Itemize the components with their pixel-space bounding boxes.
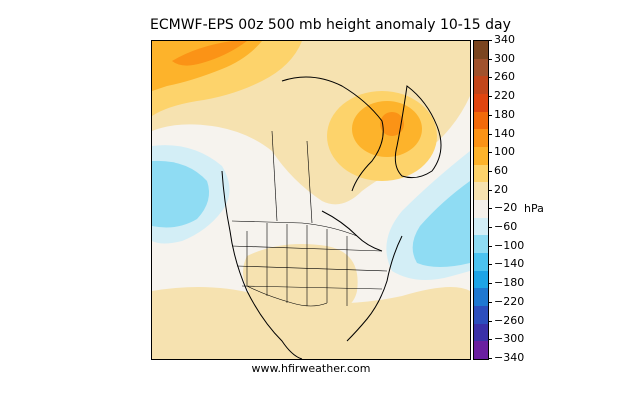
colorbar-tick bbox=[488, 96, 492, 98]
colorbar-tick-label: 100 bbox=[494, 145, 515, 159]
colorbar-tick bbox=[488, 58, 492, 60]
colorbar-tick bbox=[488, 152, 492, 154]
colorbar-tick bbox=[488, 358, 492, 359]
colorbar-tick bbox=[488, 245, 492, 247]
colorbar-segment bbox=[474, 76, 488, 95]
colorbar-segment bbox=[474, 129, 488, 148]
political-borders bbox=[231, 130, 388, 307]
colorbar-segment bbox=[474, 217, 488, 236]
source-credit: www.hfirweather.com bbox=[251, 362, 371, 375]
colorbar-tick-label: −220 bbox=[494, 294, 525, 308]
colorbar-tick bbox=[488, 320, 492, 322]
southern-positive-band bbox=[152, 287, 470, 359]
colorbar-segment bbox=[474, 253, 488, 271]
colorbar-tick bbox=[488, 339, 492, 341]
colorbar-tick bbox=[488, 40, 492, 41]
colorbar-segment bbox=[474, 235, 488, 254]
colorbar-tick bbox=[488, 133, 492, 135]
colorbar-tick-label: −180 bbox=[494, 276, 525, 290]
colorbar-unit-label: hPa bbox=[524, 202, 544, 215]
anomaly-map-canvas bbox=[152, 41, 470, 359]
plains-ridge-shading bbox=[243, 243, 358, 314]
atlantic-trough-60 bbox=[412, 181, 470, 267]
colorbar-tick bbox=[488, 189, 492, 191]
colorbar-tick bbox=[488, 170, 492, 172]
colorbar-segment bbox=[474, 341, 488, 360]
colorbar-tick bbox=[488, 227, 492, 229]
baffin-ridge-140 bbox=[380, 112, 404, 136]
colorbar-tick-label: −260 bbox=[494, 313, 525, 327]
colorbar-tick bbox=[488, 301, 492, 303]
colorbar-segment bbox=[474, 182, 488, 201]
colorbar-segment bbox=[474, 94, 488, 112]
colorbar-segment bbox=[474, 270, 488, 289]
anomaly-map bbox=[151, 40, 471, 360]
map-title: ECMWF-EPS 00z 500 mb height anomaly 10-1… bbox=[150, 17, 511, 33]
colorbar-tick bbox=[488, 77, 492, 79]
colorbar-tick-label: 340 bbox=[494, 33, 515, 46]
colorbar-segment bbox=[474, 288, 488, 307]
colorbar-segment bbox=[474, 164, 488, 183]
colorbar-tick-label: 60 bbox=[494, 163, 508, 177]
colorbar-tick bbox=[488, 114, 492, 116]
colorbar-tick bbox=[488, 208, 492, 210]
colorbar-tick-label: 20 bbox=[494, 182, 508, 196]
colorbar-segment bbox=[474, 147, 488, 165]
colorbar-tick bbox=[488, 264, 492, 266]
west-coast-trough-60 bbox=[152, 160, 210, 228]
colorbar-tick-label: −100 bbox=[494, 238, 525, 252]
alaska-ridge-100 bbox=[152, 41, 262, 91]
colorbar-tick-label: 260 bbox=[494, 70, 515, 84]
colorbar-tick-label: −300 bbox=[494, 332, 525, 346]
colorbar-tick-label: 180 bbox=[494, 107, 515, 121]
colorbar-tick-label: 220 bbox=[494, 89, 515, 103]
colorbar-tick-label: 300 bbox=[494, 51, 515, 65]
colorbar-segment bbox=[474, 306, 488, 324]
colorbar-tick-label: 140 bbox=[494, 126, 515, 140]
colorbar bbox=[473, 40, 489, 360]
colorbar-tick-label: −140 bbox=[494, 257, 525, 271]
colorbar-segment bbox=[474, 323, 488, 342]
alaska-ridge-140 bbox=[172, 41, 247, 66]
colorbar-tick-label: −20 bbox=[494, 201, 518, 215]
colorbar-segment bbox=[474, 41, 488, 59]
colorbar-segment bbox=[474, 111, 488, 130]
colorbar-tick-label: −340 bbox=[494, 351, 525, 364]
coastlines bbox=[221, 76, 442, 359]
colorbar-segment bbox=[474, 200, 488, 218]
colorbar-tick bbox=[488, 283, 492, 285]
colorbar-segment bbox=[474, 58, 488, 77]
colorbar-tick-label: −60 bbox=[494, 220, 518, 234]
